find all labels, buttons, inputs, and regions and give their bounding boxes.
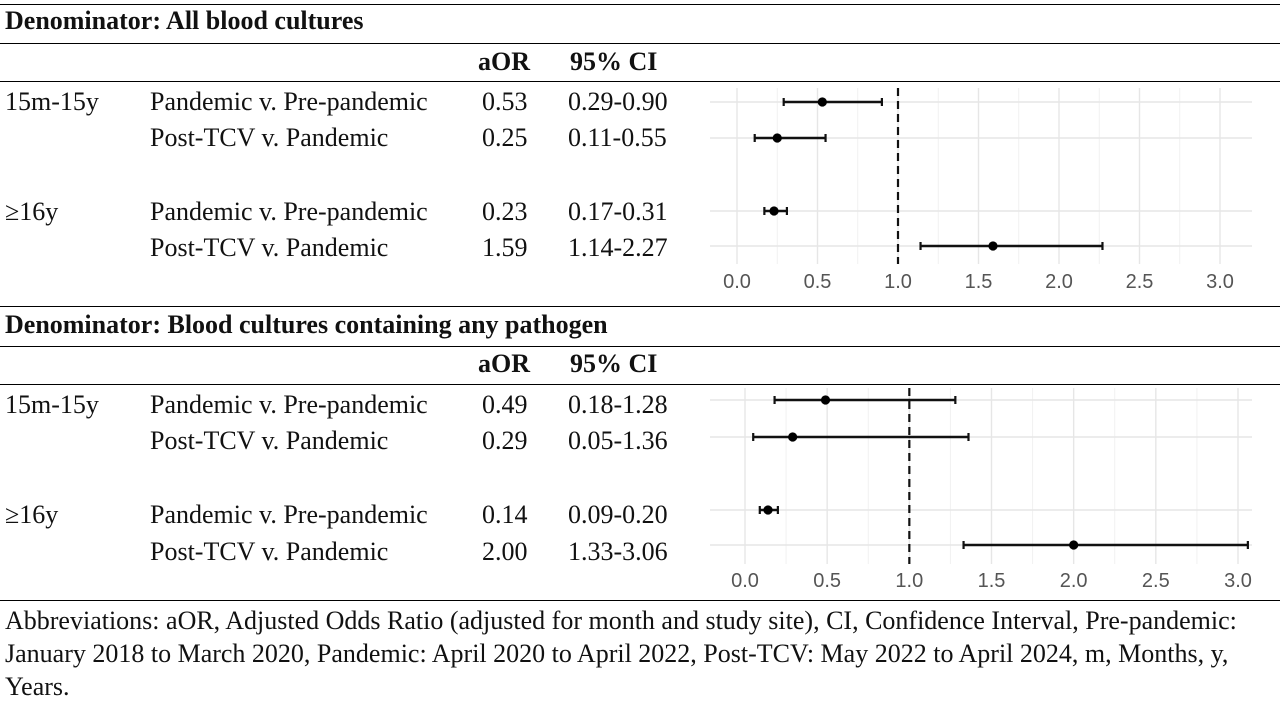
- section-2-row-4-comparison: Post-TCV v. Pandemic: [150, 537, 389, 566]
- footnote: Abbreviations: aOR, Adjusted Odds Ratio …: [5, 606, 1237, 701]
- top-rule: [0, 4, 1280, 5]
- x-tick-label: 1.5: [978, 570, 1006, 592]
- ci-point-1: [782, 97, 883, 107]
- section-2-row-3-comparison: Pandemic v. Pre-pandemic: [150, 500, 428, 529]
- section-1-row-4-aor: 1.59: [482, 233, 528, 262]
- aor-point: [988, 241, 998, 251]
- section-2-row-3-aor: 0.14: [482, 500, 528, 529]
- section-2-row-3-ci: 0.09-0.20: [568, 500, 668, 529]
- section-1-group-label: ≥16y: [5, 197, 59, 226]
- section-1-header-rule: [0, 81, 1280, 82]
- section-2-row-2-ci: 0.05-1.36: [568, 426, 668, 455]
- x-tick-label: 3.0: [1224, 570, 1252, 592]
- x-tick-label: 2.5: [1126, 271, 1154, 293]
- section-1-aor-header: aOR: [478, 47, 530, 76]
- section-1-row-3-comparison: Pandemic v. Pre-pandemic: [150, 197, 428, 226]
- section-1-row-3-ci: 0.17-0.31: [568, 197, 668, 226]
- aor-point: [817, 97, 827, 107]
- section-2-group-label: 15m-15y: [5, 390, 99, 419]
- aor-point: [820, 395, 831, 405]
- forest-plot-2: 0.0 0.5 1.0 1.5 2.0 2.5 3.0: [700, 386, 1260, 600]
- section-1-row-1-aor: 0.53: [482, 87, 528, 116]
- section-2-title-rule: [0, 346, 1280, 347]
- section-2-row-1-comparison: Pandemic v. Pre-pandemic: [150, 390, 428, 419]
- forest-plot-1: 0.0 0.5 1.0 1.5 2.0 2.5 3.0: [700, 84, 1260, 300]
- ci-point-1: [773, 395, 957, 405]
- section-1-ci-header: 95% CI: [570, 47, 658, 76]
- section-2-title: Denominator: Blood cultures containing a…: [5, 310, 608, 339]
- x-tick-label: 2.5: [1142, 570, 1170, 592]
- section-1-row-2-comparison: Post-TCV v. Pandemic: [150, 123, 389, 152]
- section-2-row-4-aor: 2.00: [482, 537, 528, 566]
- section-1-row-1-ci: 0.29-0.90: [568, 87, 668, 116]
- x-tick-label: 0.0: [723, 271, 751, 293]
- section-1-row-3-aor: 0.23: [482, 197, 528, 226]
- x-tick-label: 2.0: [1060, 570, 1088, 592]
- ci-point-4: [962, 540, 1249, 550]
- section-2-ci-header: 95% CI: [570, 349, 658, 378]
- gridlines: [710, 88, 1252, 264]
- x-tick-label: 1.5: [965, 271, 993, 293]
- section-1-row-2-ci: 0.11-0.55: [568, 123, 667, 152]
- x-tick-label: 0.0: [731, 570, 759, 592]
- x-tick-label: 2.0: [1045, 271, 1073, 293]
- aor-point: [769, 206, 779, 216]
- section-2-top-rule: [0, 306, 1280, 307]
- ci-point-2: [752, 432, 970, 442]
- footnote-rule: [0, 600, 1280, 601]
- section-1-row-2-aor: 0.25: [482, 123, 528, 152]
- x-tick-label: 1.0: [895, 570, 923, 592]
- aor-point: [788, 432, 798, 442]
- section-1-row-4-ci: 1.14-2.27: [568, 233, 668, 262]
- section-2-row-2-comparison: Post-TCV v. Pandemic: [150, 426, 389, 455]
- x-tick-label: 3.0: [1206, 271, 1234, 293]
- section-1-group-label: 15m-15y: [5, 87, 99, 116]
- aor-point: [1069, 540, 1079, 550]
- ci-point-3: [758, 505, 779, 515]
- section-2-aor-header: aOR: [478, 349, 530, 378]
- aor-point: [763, 505, 773, 515]
- section-2-group-label: ≥16y: [5, 500, 59, 529]
- section-1-title: Denominator: All blood cultures: [5, 6, 364, 35]
- section-2-row-2-aor: 0.29: [482, 426, 528, 455]
- section-2-row-1-ci: 0.18-1.28: [568, 390, 668, 419]
- ci-point-4: [919, 241, 1104, 251]
- x-tick-label: 1.0: [884, 271, 912, 293]
- section-2-row-1-aor: 0.49: [482, 390, 528, 419]
- section-2-header-rule: [0, 384, 1280, 385]
- section-1-row-1-comparison: Pandemic v. Pre-pandemic: [150, 87, 428, 116]
- gridlines: [710, 388, 1252, 564]
- x-tick-label: 0.5: [804, 271, 832, 293]
- ci-point-2: [753, 133, 827, 143]
- section-1-row-4-comparison: Post-TCV v. Pandemic: [150, 233, 389, 262]
- aor-point: [772, 133, 782, 143]
- section-1-title-rule: [0, 43, 1280, 44]
- section-2-row-4-ci: 1.33-3.06: [568, 537, 668, 566]
- x-tick-label: 0.5: [813, 570, 841, 592]
- ci-point-3: [763, 206, 789, 216]
